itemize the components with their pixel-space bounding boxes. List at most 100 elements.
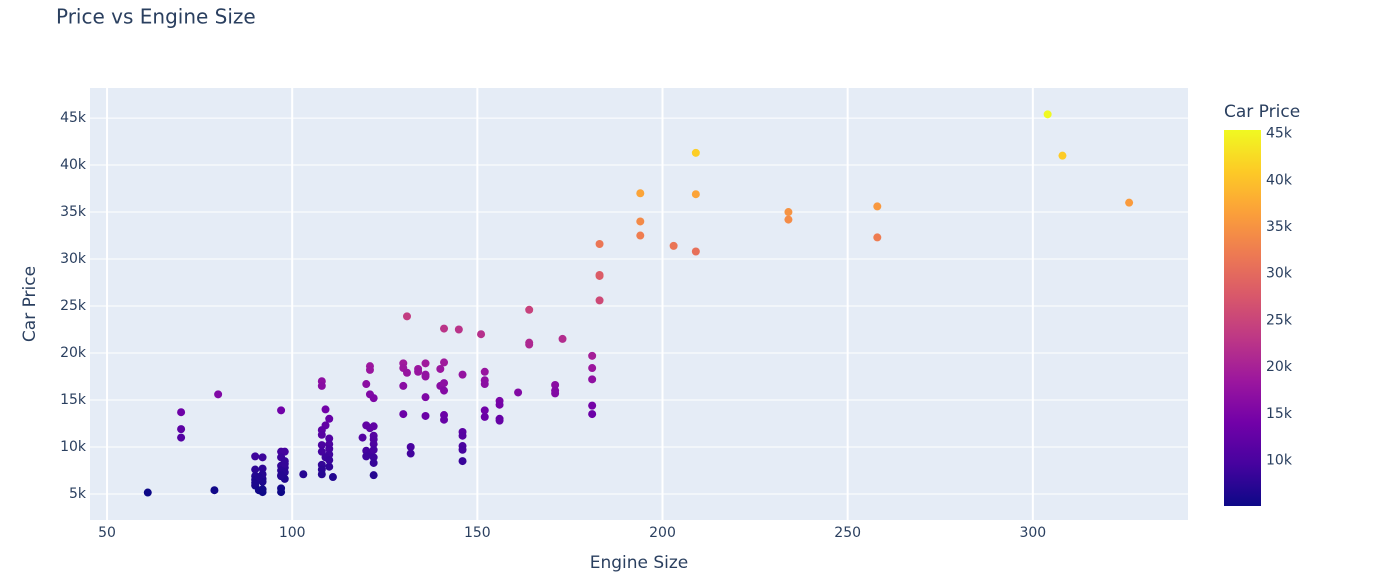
point [551,389,560,398]
point [480,406,489,415]
point [258,453,267,462]
point [325,414,334,423]
colorbar [1224,130,1261,506]
point [258,488,267,497]
point [1125,198,1134,207]
colorbar-tick-label: 10k [1266,452,1293,468]
colorbar-tick-label: 35k [1266,219,1293,235]
point [277,488,286,497]
point [495,400,504,409]
y-tick-label: 20k [60,345,87,361]
point [588,375,597,384]
colorbar-tick-label: 15k [1266,406,1293,422]
y-tick-label: 15k [60,392,87,408]
point [177,433,186,442]
colorbar-tick-label: 45k [1266,126,1293,142]
point [325,434,334,443]
point [454,325,463,334]
point [588,401,597,410]
point [277,471,286,480]
point [369,471,378,480]
colorbar-tick-label: 30k [1266,266,1293,282]
y-axis-title: Car Price [20,266,40,342]
point [436,364,445,373]
point [558,334,567,343]
point [251,478,260,487]
x-tick-label: 200 [649,525,676,541]
point [551,380,560,389]
point [440,386,449,395]
point [369,445,378,454]
point [317,441,326,450]
x-tick-label: 100 [279,525,306,541]
point [636,231,645,240]
point [458,370,467,379]
point [480,367,489,376]
y-tick-label: 5k [69,486,87,502]
point [406,449,415,458]
y-tick-label: 10k [60,439,87,455]
x-axis-title: Engine Size [590,553,689,573]
point [369,453,378,462]
point [399,410,408,419]
point [669,241,678,250]
point [514,388,523,397]
point [784,215,793,224]
point [325,462,334,471]
point [365,365,374,374]
point [873,233,882,242]
point [480,380,489,389]
point [143,488,152,497]
point [317,430,326,439]
point [480,412,489,421]
point [280,459,289,468]
x-tick-label: 250 [834,525,861,541]
x-tick-label: 300 [1019,525,1046,541]
point [177,408,186,417]
y-tick-label: 40k [60,157,87,173]
point [525,305,534,314]
point [254,473,263,482]
point [440,415,449,424]
point [595,239,604,248]
point [440,324,449,333]
y-tick-label: 35k [60,204,87,220]
point [588,364,597,373]
point [280,447,289,456]
point [588,410,597,419]
y-tick-label: 30k [60,251,87,267]
point [421,372,430,381]
point [325,456,334,465]
point [414,367,423,376]
x-tick-label: 150 [464,525,491,541]
colorbar-tick-label: 40k [1266,172,1293,188]
point [251,465,260,474]
point [362,380,371,389]
point [636,189,645,198]
colorbar-tick-label: 20k [1266,359,1293,375]
point [421,359,430,368]
colorbar-tick-label: 25k [1266,312,1293,328]
point [258,464,267,473]
x-tick-label: 50 [98,525,116,541]
point [214,390,223,399]
point [595,271,604,280]
point [325,444,334,453]
colorbar-title: Car Price [1224,102,1300,122]
point [440,379,449,388]
point [177,425,186,434]
point [210,486,219,495]
point [317,447,326,456]
point [358,433,367,442]
point [362,452,371,461]
point [277,406,286,415]
point [317,381,326,390]
point [440,358,449,367]
point [369,458,378,467]
point [458,431,467,440]
point [369,394,378,403]
point [691,247,700,256]
point [369,422,378,431]
point [588,351,597,360]
